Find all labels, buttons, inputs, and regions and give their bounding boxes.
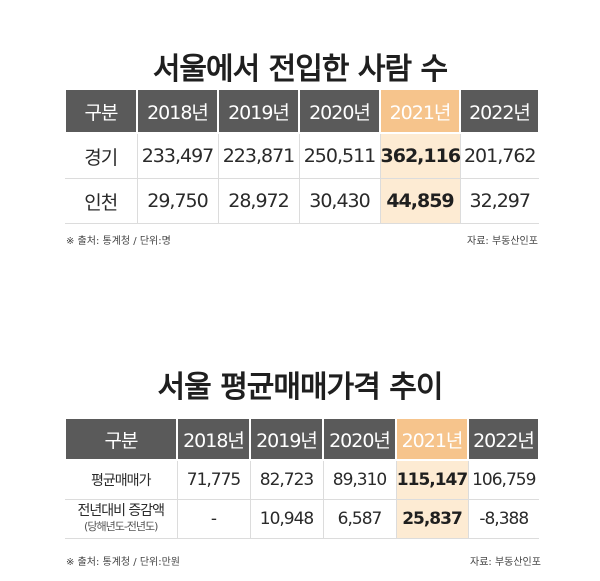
table2-source: 자료: 부동산인포 (470, 557, 541, 568)
avg-price-table: 구분 2018년 2019년 2020년 2021년 2022년 평균매매가 7… (64, 417, 540, 539)
cell: 32,297 (459, 178, 539, 224)
header-2020: 2020년 (322, 417, 397, 461)
table1-note: ※ 출처: 통계청 / 단위:명 (66, 236, 171, 247)
cell: 6,587 (322, 499, 396, 539)
table2-title: 서울 평균매매가격 추이 (157, 370, 444, 405)
header-2021: 2021년 (379, 88, 461, 134)
cell-highlight: 44,859 (379, 178, 460, 224)
cell: 250,511 (298, 133, 380, 179)
header-2019: 2019년 (217, 88, 300, 134)
header-2021: 2021년 (395, 417, 469, 461)
row-label: 평균매매가 (65, 460, 177, 500)
header-category: 구분 (64, 88, 138, 134)
cell: 71,775 (176, 460, 250, 500)
table-header-row: 구분 2018년 2019년 2020년 2021년 2022년 (64, 417, 540, 461)
table-row: 전년대비 증감액 (당해년도-전년도) - 10,948 6,587 25,83… (65, 499, 539, 539)
row-label-main: 전년대비 증감액 (77, 503, 165, 519)
row-label-sub: (당해년도-전년도) (84, 520, 158, 533)
row-label: 인천 (65, 178, 137, 224)
cell: -8,388 (467, 499, 539, 539)
header-2019: 2019년 (249, 417, 324, 461)
cell: 223,871 (217, 133, 299, 179)
cell-highlight: 115,147 (395, 460, 468, 500)
table-row: 경기 233,497 223,871 250,511 362,116 201,7… (65, 133, 539, 179)
cell: - (176, 499, 250, 539)
cell: 10,948 (249, 499, 323, 539)
header-2020: 2020년 (298, 88, 381, 134)
row-label: 전년대비 증감액 (당해년도-전년도) (65, 499, 177, 539)
header-2022: 2022년 (467, 417, 540, 461)
cell-highlight: 25,837 (395, 499, 468, 539)
table2-note: ※ 출처: 통계청 / 단위:만원 (66, 557, 181, 568)
cell: 233,497 (136, 133, 218, 179)
header-2018: 2018년 (136, 88, 219, 134)
cell: 30,430 (298, 178, 380, 224)
header-2018: 2018년 (176, 417, 251, 461)
cell: 82,723 (249, 460, 323, 500)
cell-highlight: 362,116 (379, 133, 461, 179)
cell: 29,750 (136, 178, 218, 224)
cell: 89,310 (322, 460, 396, 500)
cell: 201,762 (459, 133, 539, 179)
cell: 106,759 (467, 460, 539, 500)
table-row: 인천 29,750 28,972 30,430 44,859 32,297 (65, 178, 539, 224)
table-row: 평균매매가 71,775 82,723 89,310 115,147 106,7… (65, 460, 539, 500)
header-category: 구분 (64, 417, 178, 461)
moving-in-table: 구분 2018년 2019년 2020년 2021년 2022년 경기 233,… (64, 88, 540, 224)
row-label: 경기 (65, 133, 137, 179)
table1-title: 서울에서 전입한 사람 수 (152, 52, 448, 87)
cell: 28,972 (217, 178, 299, 224)
table1-source: 자료: 부동산인포 (467, 236, 538, 247)
header-2022: 2022년 (459, 88, 540, 134)
table-header-row: 구분 2018년 2019년 2020년 2021년 2022년 (64, 88, 540, 134)
